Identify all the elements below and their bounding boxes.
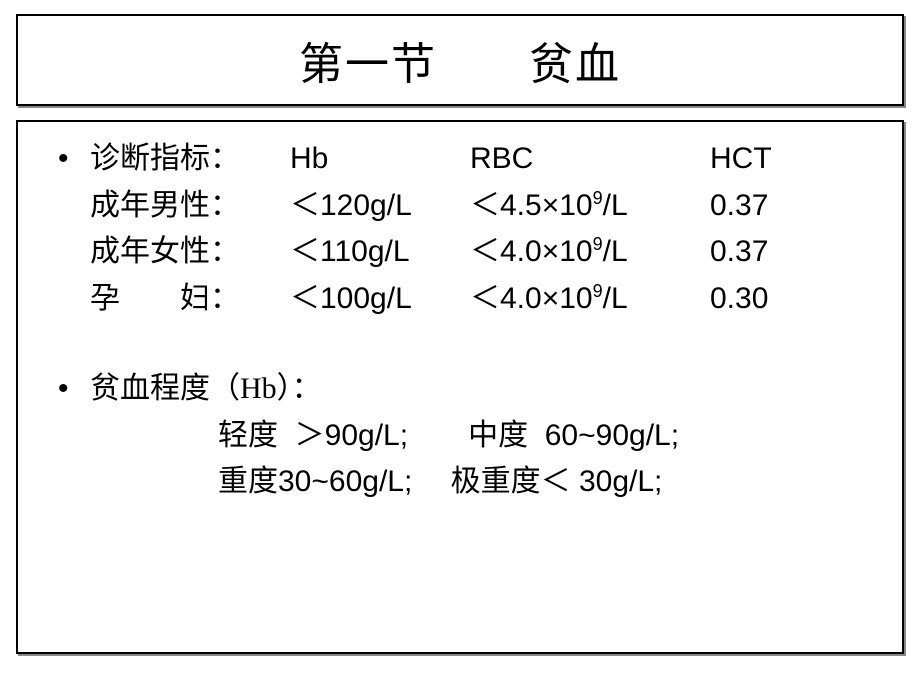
criteria-lead: 诊断指标： bbox=[90, 136, 290, 183]
hb-female: ＜110g/L bbox=[290, 229, 470, 276]
header-rbc: RBC bbox=[470, 136, 710, 183]
rbc-female: ＜4.0×109/L bbox=[470, 229, 710, 276]
hct-female: 0.37 bbox=[710, 229, 810, 276]
slide-page: 第一节 贫血 • 诊断指标： Hb RBC HCT 成年男性： ＜120g/L … bbox=[0, 0, 920, 668]
section-spacer bbox=[58, 322, 872, 366]
label-male: 成年男性： bbox=[90, 183, 290, 230]
criteria-header-row: • 诊断指标： Hb RBC HCT bbox=[58, 136, 872, 183]
hct-male: 0.37 bbox=[710, 183, 810, 230]
criteria-section: • 诊断指标： Hb RBC HCT 成年男性： ＜120g/L ＜4.5×10… bbox=[58, 136, 872, 506]
rbc-pregnant: ＜4.0×109/L bbox=[470, 276, 710, 323]
criteria-row-male: 成年男性： ＜120g/L ＜4.5×109/L 0.37 bbox=[58, 183, 872, 230]
rbc-pregnant-suffix: /L bbox=[603, 282, 628, 315]
rbc-male-exp: 9 bbox=[593, 188, 603, 208]
title-box: 第一节 贫血 bbox=[16, 14, 904, 106]
rbc-pregnant-prefix: ＜4.0×10 bbox=[470, 282, 593, 315]
criteria-row-pregnant: 孕 妇： ＜100g/L ＜4.0×109/L 0.30 bbox=[58, 276, 872, 323]
rbc-male-prefix: ＜4.5×10 bbox=[470, 189, 593, 222]
title-text: 第一节 贫血 bbox=[299, 28, 621, 92]
criteria-line-female: 成年女性： ＜110g/L ＜4.0×109/L 0.37 bbox=[90, 229, 810, 276]
rbc-male: ＜4.5×109/L bbox=[470, 183, 710, 230]
header-hb: Hb bbox=[290, 136, 470, 183]
content-box: • 诊断指标： Hb RBC HCT 成年男性： ＜120g/L ＜4.5×10… bbox=[16, 120, 904, 654]
criteria-line-male: 成年男性： ＜120g/L ＜4.5×109/L 0.37 bbox=[90, 183, 810, 230]
header-hct: HCT bbox=[710, 136, 810, 183]
rbc-female-prefix: ＜4.0×10 bbox=[470, 235, 593, 268]
bullet-icon: • bbox=[58, 366, 90, 413]
label-pregnant: 孕 妇： bbox=[90, 276, 290, 323]
criteria-row-female: 成年女性： ＜110g/L ＜4.0×109/L 0.37 bbox=[58, 229, 872, 276]
rbc-female-exp: 9 bbox=[593, 234, 603, 254]
hb-male: ＜120g/L bbox=[290, 183, 470, 230]
hct-pregnant: 0.30 bbox=[710, 276, 810, 323]
hb-pregnant: ＜100g/L bbox=[290, 276, 470, 323]
severity-line-1: 轻度 ＞90g/L; 中度 60~90g/L; bbox=[90, 413, 679, 460]
severity-line-2: 重度30~60g/L; 极重度＜ 30g/L; bbox=[90, 459, 662, 506]
severity-header-row: • 贫血程度（Hb）： bbox=[58, 366, 872, 413]
rbc-female-suffix: /L bbox=[603, 235, 628, 268]
label-female: 成年女性： bbox=[90, 229, 290, 276]
rbc-pregnant-exp: 9 bbox=[593, 281, 603, 301]
rbc-male-suffix: /L bbox=[603, 189, 628, 222]
criteria-header-line: 诊断指标： Hb RBC HCT bbox=[90, 136, 810, 183]
severity-line-2-row: 重度30~60g/L; 极重度＜ 30g/L; bbox=[58, 459, 872, 506]
criteria-line-pregnant: 孕 妇： ＜100g/L ＜4.0×109/L 0.30 bbox=[90, 276, 810, 323]
bullet-icon: • bbox=[58, 136, 90, 183]
severity-lead: 贫血程度（Hb）： bbox=[90, 366, 322, 413]
severity-line-1-row: 轻度 ＞90g/L; 中度 60~90g/L; bbox=[58, 413, 872, 460]
